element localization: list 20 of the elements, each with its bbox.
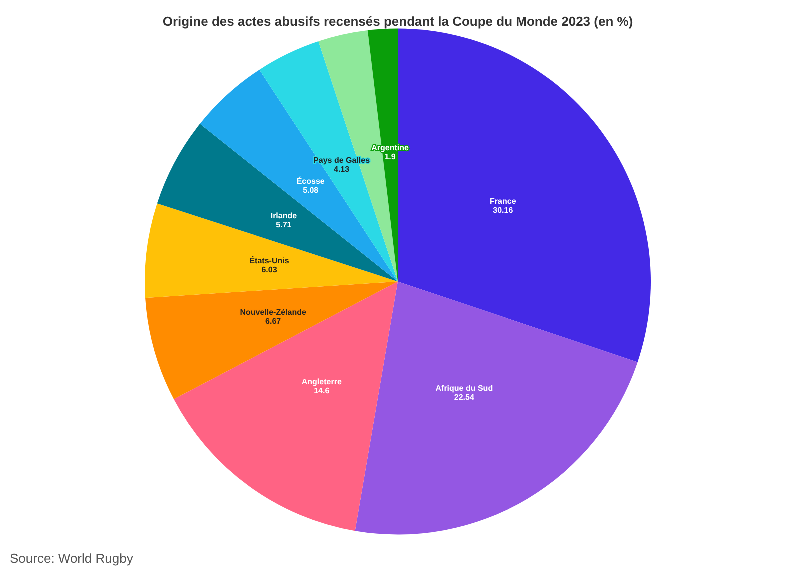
slice-label: Argentine — [372, 143, 410, 152]
slice-label: Afrique du Sud — [436, 384, 494, 393]
data-label: 6.03 — [262, 266, 278, 275]
slice-label: France — [490, 197, 517, 206]
data-label: 22.54 — [454, 392, 475, 402]
slice-label: Écosse — [296, 176, 326, 186]
data-label: 4.13 — [334, 165, 350, 174]
slice-label: Irlande — [270, 211, 298, 220]
source-note: Source: World Rugby — [10, 551, 134, 566]
slice-label: États-Unis — [250, 256, 290, 266]
data-label: 14.6 — [314, 386, 330, 396]
slice-label: Angleterre — [302, 378, 342, 387]
data-label: 5.71 — [276, 220, 292, 230]
data-label: 1.9 — [384, 152, 396, 162]
chart-title: Origine des actes abusifs recensés pendant la Coupe du Monde 2023 (en %) — [162, 14, 634, 29]
slice-label: Pays de Galles — [314, 156, 371, 166]
data-label: 5.08 — [303, 186, 320, 195]
data-label: 6.67 — [266, 316, 282, 326]
data-label: 30.16 — [493, 206, 514, 216]
slice-label: Nouvelle-Zélande — [240, 308, 308, 317]
